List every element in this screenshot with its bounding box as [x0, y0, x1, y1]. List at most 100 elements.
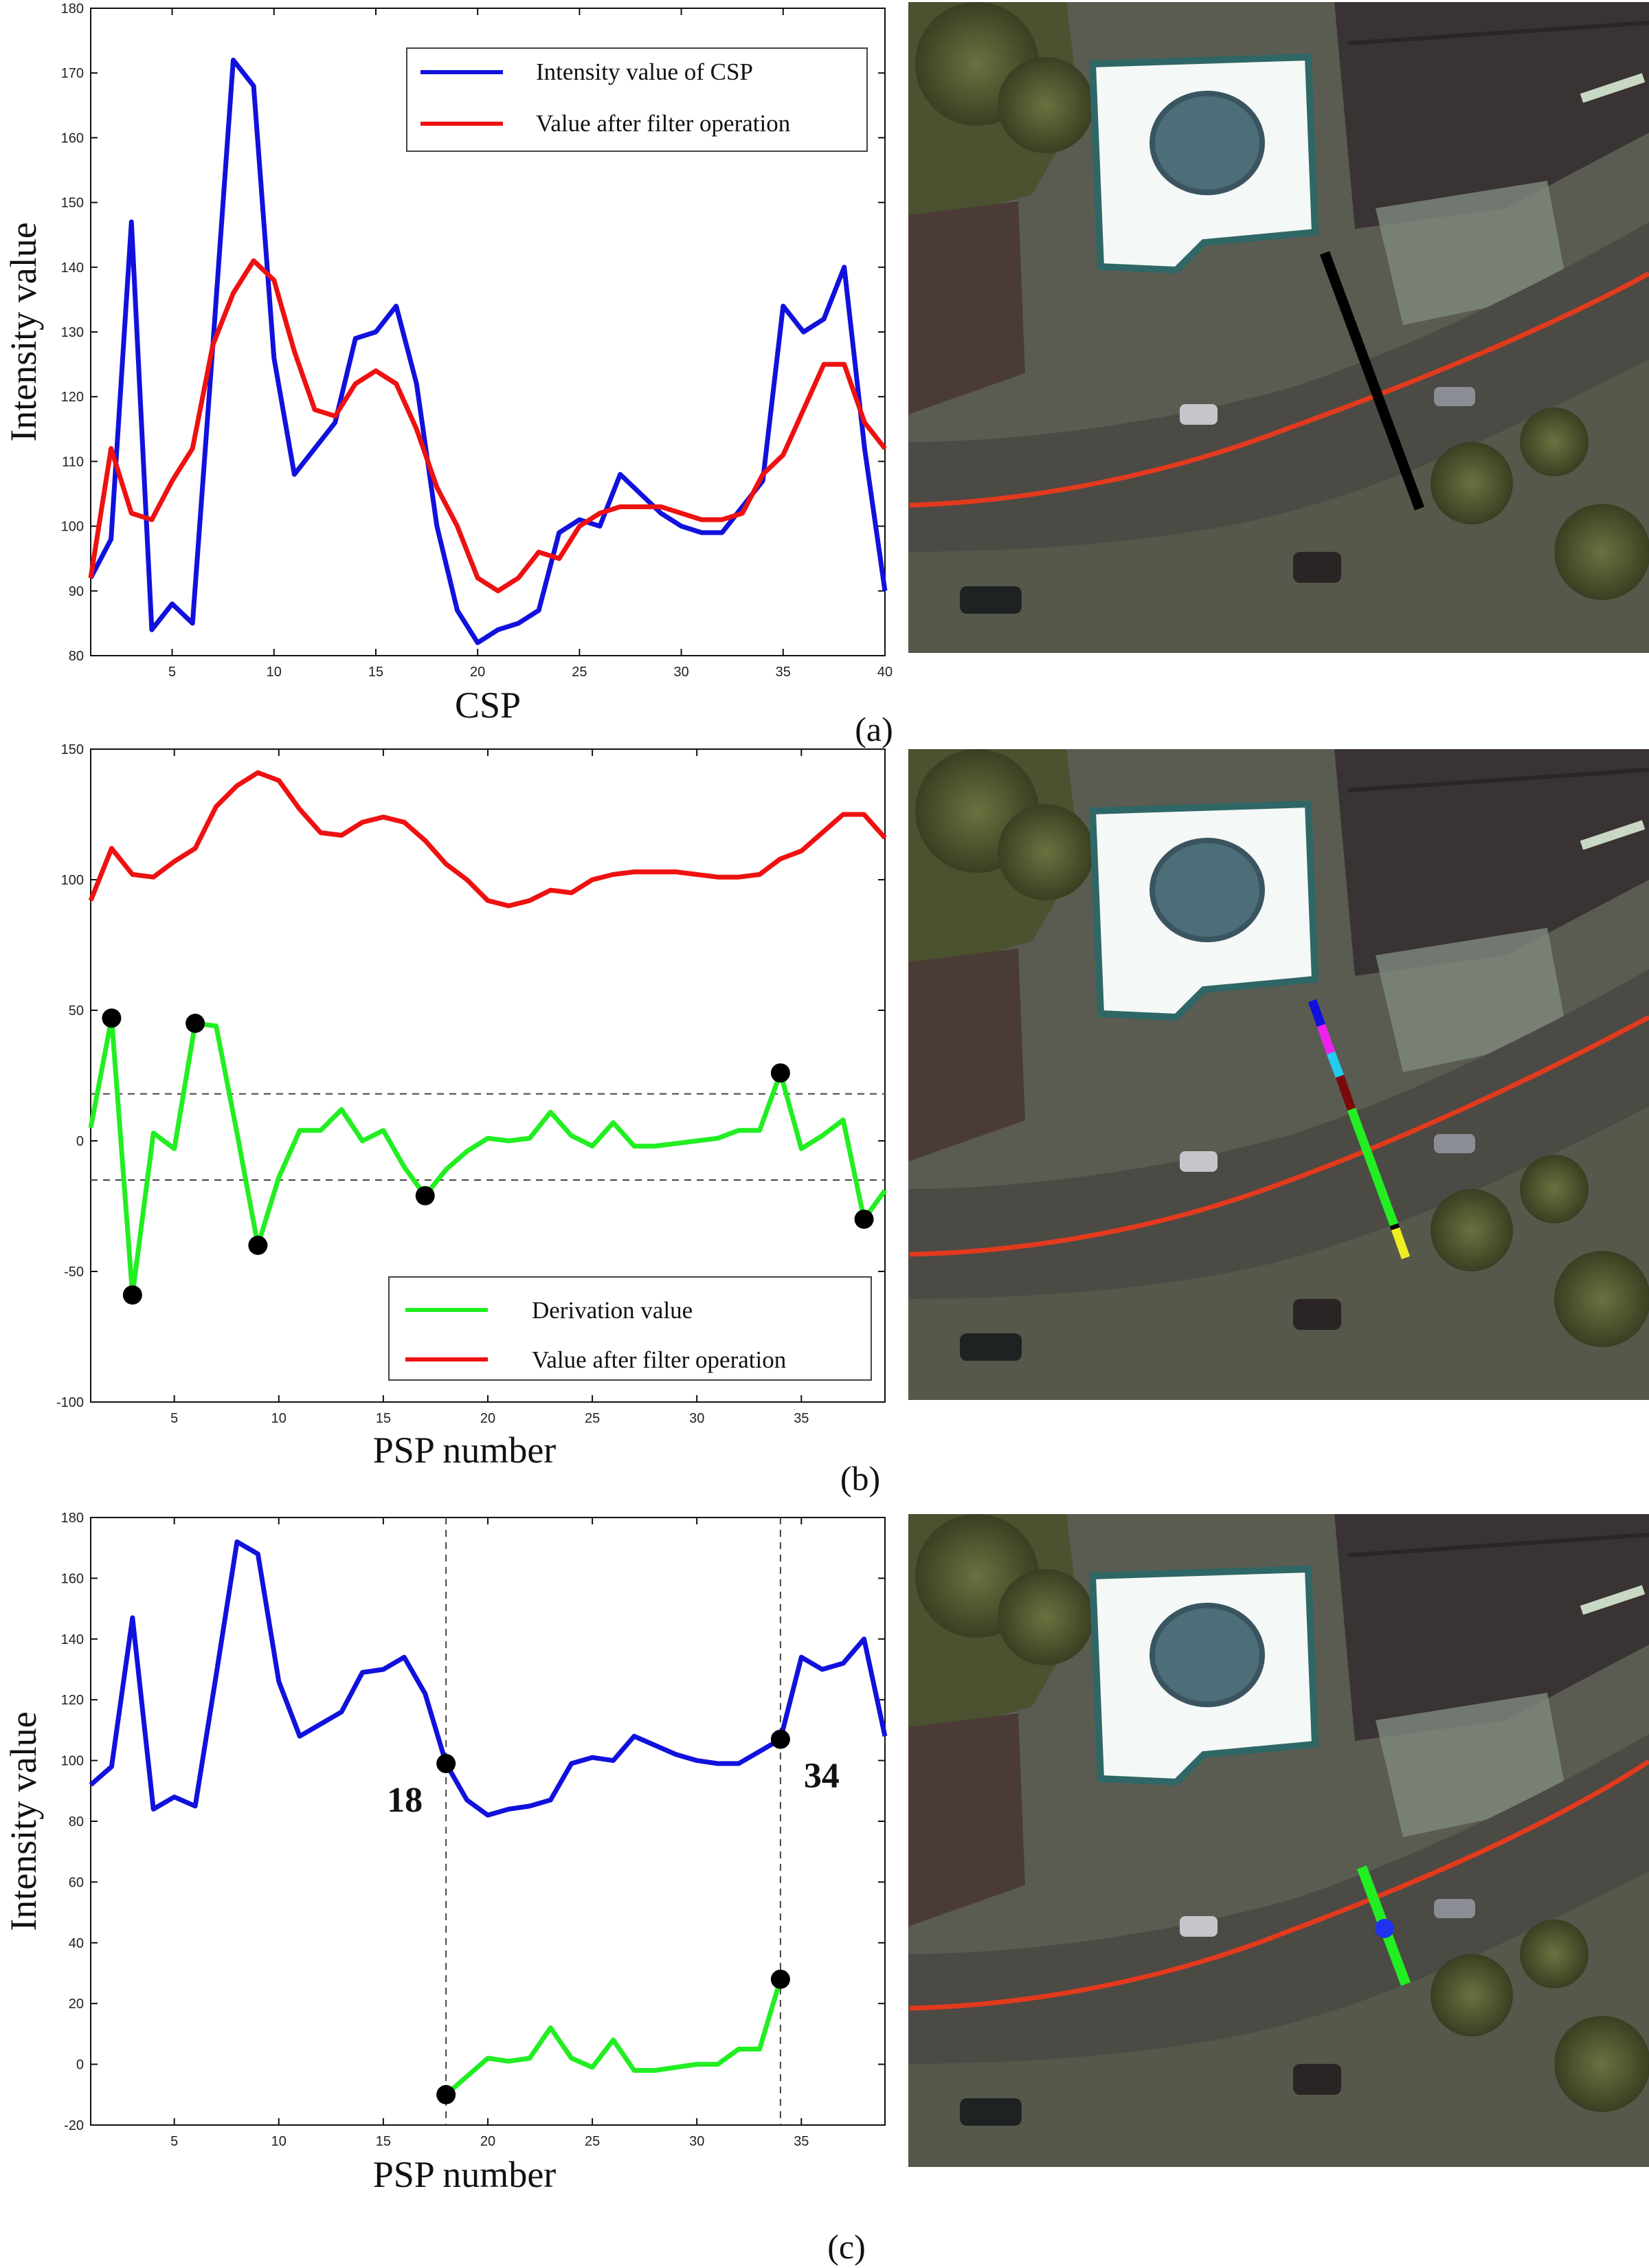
series-line-a-2	[88, 258, 887, 594]
house-roof	[1334, 2, 1649, 229]
marker-point	[122, 1285, 142, 1305]
chart-b-legend: Derivation value Value after filter oper…	[388, 1276, 872, 1381]
car	[1293, 2064, 1341, 2095]
segment-cyan	[1326, 1051, 1345, 1078]
boundary-annotation: 34	[804, 1757, 840, 1796]
shrub	[1431, 1189, 1513, 1271]
aerial-photo-b	[908, 749, 1649, 1400]
aerial-photo-a	[908, 2, 1649, 653]
chart-c: -20 0 20 40 60 80 100 120 140 160 180 5 10 15 20 25 30 3…	[3, 1511, 888, 2266]
xtick-label: 25	[572, 665, 587, 680]
roof-ridge	[1347, 768, 1649, 792]
road-centerline-a	[909, 271, 1649, 508]
series-line-b-1	[88, 1015, 887, 1298]
car	[1180, 1916, 1218, 1937]
road-marking	[1580, 820, 1646, 850]
chart-a: 80 90 100 110 120 130 140 150 160 170 180 5 10 15 20 2…	[3, 1, 893, 748]
lawn-patch	[1376, 1693, 1568, 1837]
marker-point	[436, 1754, 456, 1774]
ytick-label: 100	[61, 873, 84, 888]
series-line-b-2	[88, 770, 887, 909]
legend-b-label-2: Value after filter operation	[532, 1346, 786, 1373]
roadside	[908, 1107, 1649, 1400]
panel-label-c: (c)	[827, 2227, 866, 2266]
house-roof	[908, 201, 1025, 414]
car	[960, 2098, 1022, 2126]
xtick-label: 15	[376, 2134, 391, 2149]
car	[1434, 387, 1475, 406]
boundary-annotation: 18	[387, 1781, 423, 1820]
ytick-label: 40	[69, 1936, 84, 1951]
panel-label-b: (b)	[840, 1459, 880, 1498]
ytick-label: 170	[61, 66, 84, 81]
house-roof	[908, 948, 1025, 1161]
ytick-label: 180	[61, 1511, 84, 1526]
car	[1293, 1299, 1341, 1330]
xtick-label: 10	[271, 2134, 287, 2149]
xtick-label: 35	[776, 665, 791, 680]
tree-canopy	[998, 1569, 1094, 1665]
segment-green	[1347, 1107, 1399, 1227]
marker-point	[770, 1063, 790, 1083]
shrub	[1520, 1920, 1589, 1988]
roof-ridge	[1347, 1533, 1649, 1557]
ytick-label: 140	[61, 260, 84, 276]
ytick-label: 180	[61, 1, 84, 16]
xtick-label: 30	[689, 1411, 704, 1426]
road-centerline-b	[909, 1014, 1649, 1257]
xtick-label: 15	[368, 665, 383, 680]
car	[1434, 1134, 1475, 1153]
ytick-label: 120	[61, 390, 84, 405]
chart-a-legend-box	[406, 47, 868, 152]
ytick-label: 60	[69, 1875, 84, 1890]
legend-a-label-2: Value after filter operation	[536, 110, 790, 137]
chart-a-legend: Intensity value of CSP Value after filte…	[406, 47, 868, 152]
roof-ridge	[1347, 21, 1649, 45]
segment-blue	[1308, 999, 1326, 1027]
swimming-pool	[1149, 838, 1265, 942]
xtick-label: 35	[794, 2134, 809, 2149]
ytick-label: 160	[61, 131, 84, 146]
segment-darkred	[1335, 1074, 1356, 1111]
road	[908, 1734, 1649, 2064]
car	[960, 1333, 1022, 1361]
xtick-label: 30	[673, 665, 688, 680]
house-roof	[1334, 1514, 1649, 1741]
house-roof	[1334, 749, 1649, 976]
ytick-label: 80	[69, 649, 84, 664]
ytick-label: -100	[56, 1395, 84, 1410]
xtick-label: 20	[480, 2134, 495, 2149]
ytick-label: 50	[69, 1003, 84, 1019]
marker-point	[102, 1008, 122, 1028]
car	[1293, 552, 1341, 583]
ytick-label: 0	[76, 1134, 84, 1149]
chart-b-xlabel: PSP number	[373, 1430, 557, 1471]
xtick-label: 25	[585, 1411, 600, 1426]
ytick-label: 110	[62, 454, 84, 469]
xtick-label: 35	[794, 1411, 809, 1426]
chart-b: -100 -50 0 50 100 150 5 10 15 20 25 30 35 Derivatio…	[56, 742, 887, 1498]
segment-yellow	[1391, 1227, 1411, 1260]
shrub	[1554, 1251, 1649, 1347]
ytick-label: 20	[69, 1997, 84, 2012]
xtick-label: 5	[170, 2134, 178, 2149]
xtick-label: 10	[271, 1411, 287, 1426]
marker-point	[436, 2084, 456, 2104]
shrub	[1520, 1155, 1589, 1223]
black-profile-line	[1319, 251, 1425, 511]
ytick-label: 160	[61, 1571, 84, 1586]
swimming-pool	[1149, 91, 1265, 195]
marker-point	[248, 1236, 268, 1255]
road-marking	[1580, 73, 1646, 103]
ytick-label: 150	[61, 742, 84, 757]
chart-c-xlabel: PSP number	[373, 2154, 557, 2195]
car	[1180, 1151, 1218, 1172]
xtick-label: 40	[877, 665, 893, 680]
aerial-photo-c	[908, 1514, 1649, 2167]
lawn-patch	[1376, 181, 1568, 325]
ytick-label: 0	[76, 2058, 84, 2073]
marker-point	[415, 1186, 435, 1205]
xtick-label: 20	[470, 665, 485, 680]
panel-label-a: (a)	[855, 710, 893, 748]
ytick-label: 130	[61, 325, 84, 340]
